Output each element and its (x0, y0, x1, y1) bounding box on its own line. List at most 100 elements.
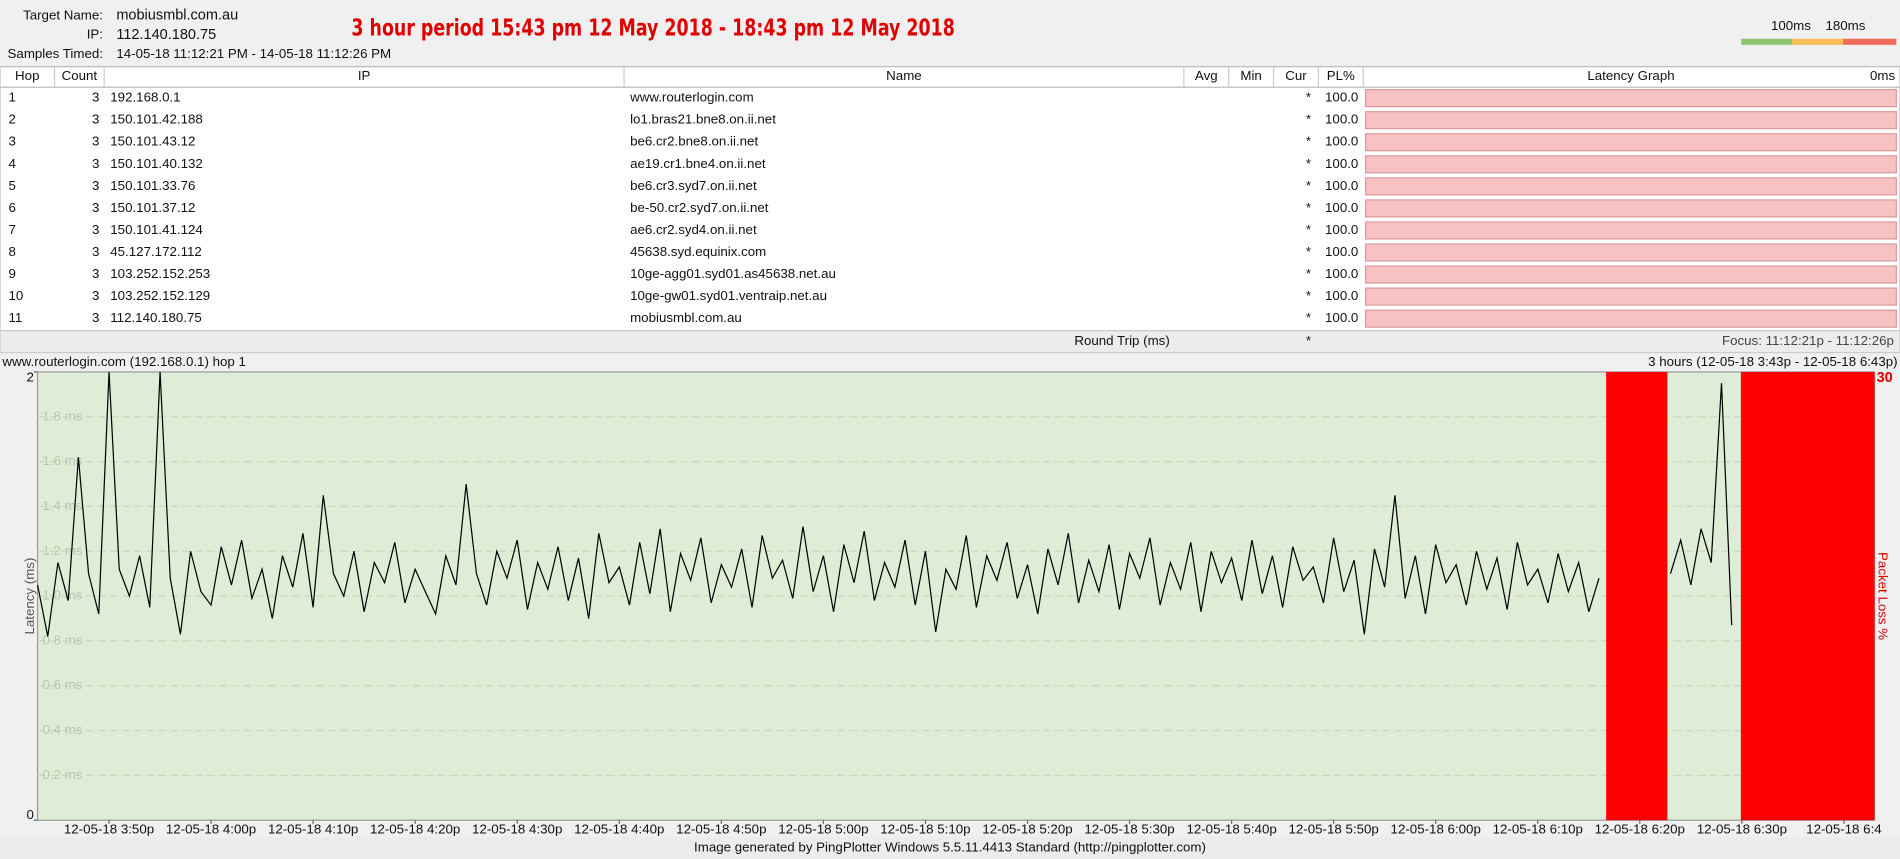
pl: 100.0 (1325, 288, 1358, 303)
count: 3 (92, 266, 99, 281)
name: ae19.cr1.bne4.on.ii.net (630, 156, 766, 171)
pl: 100.0 (1325, 112, 1358, 127)
cur: * (1306, 244, 1311, 259)
cur: * (1306, 90, 1311, 105)
footer-label: Round Trip (ms) (1074, 333, 1169, 348)
latency-bar (1365, 111, 1897, 130)
x-tick-label: 12-05-18 6:20p (1595, 821, 1685, 836)
pl: 100.0 (1325, 156, 1358, 171)
value: 112.140.180.75 (116, 27, 216, 43)
column-header: Hop (15, 68, 39, 83)
ip: 103.252.152.253 (110, 266, 210, 281)
y-tick-label: 1.8 ms (42, 408, 82, 423)
cur: * (1306, 222, 1311, 237)
name: lo1.bras21.bne8.on.ii.net (630, 112, 776, 127)
count: 3 (92, 244, 99, 259)
y-tick-label: 1.0 ms (42, 588, 82, 603)
pl: 100.0 (1325, 310, 1358, 325)
chart-subtitle: 3 hours (12-05-18 3:43p - 12-05-18 6:43p… (1648, 354, 1897, 369)
pl: 100.0 (1325, 134, 1358, 149)
latency-bar (1365, 265, 1897, 284)
value: 14-05-18 11:12:21 PM - 14-05-18 11:12:26… (116, 46, 391, 61)
name: be6.cr3.syd7.on.ii.net (630, 178, 757, 193)
banner: 3 hour period 15:43 pm 12 May 2018 - 18:… (351, 16, 954, 42)
latency-bar (1365, 199, 1897, 218)
latency-bar (1365, 221, 1897, 240)
cur: * (1306, 266, 1311, 281)
name: ae6.cr2.syd4.on.ii.net (630, 222, 757, 237)
count: 3 (92, 200, 99, 215)
ip: 150.101.42.188 (110, 112, 203, 127)
pl: 100.0 (1325, 200, 1358, 215)
column-header: IP (358, 68, 371, 83)
cur: * (1306, 112, 1311, 127)
pl: 100.0 (1325, 266, 1358, 281)
hop: 9 (8, 266, 15, 281)
label: Samples Timed: (8, 46, 103, 61)
hop: 3 (8, 134, 15, 149)
y2-axis-label: Packet Loss % (1875, 552, 1890, 640)
hop: 5 (8, 178, 15, 193)
ip: 150.101.40.132 (110, 156, 203, 171)
latency-bar (1365, 309, 1897, 328)
hop: 10 (8, 288, 23, 303)
y-tick-label: 0.6 ms (42, 677, 82, 692)
latency-bar (1365, 133, 1897, 152)
x-tick-label: 12-05-18 6:30p (1697, 821, 1787, 836)
column-header: Count (62, 68, 98, 83)
y-tick-label: 1.2 ms (42, 543, 82, 558)
column-header: Cur (1285, 68, 1307, 83)
x-tick-label: 12-05-18 4:20p (370, 821, 460, 836)
hop: 1 (8, 90, 15, 105)
y-tick-label: 1.4 ms (42, 498, 82, 513)
focus: Focus: 11:12:21p - 11:12:26p (1722, 333, 1894, 348)
y-tick-label: 2 (27, 370, 34, 385)
legend-swatch (1792, 38, 1844, 45)
count: 3 (92, 310, 99, 325)
hop: 7 (8, 222, 15, 237)
legend-label: 180ms (1825, 18, 1865, 33)
cur: * (1306, 310, 1311, 325)
latency-bar (1365, 287, 1897, 306)
y-tick-label: 0.2 ms (42, 767, 82, 782)
x-tick-label: 12-05-18 6:00p (1391, 821, 1481, 836)
hop: 2 (8, 112, 15, 127)
label: Target Name: (23, 7, 103, 22)
legend-label: 100ms (1771, 18, 1811, 33)
latency-bar (1365, 177, 1897, 196)
column-header: Latency Graph (1587, 68, 1674, 83)
hop: 8 (8, 244, 15, 259)
x-tick-label: 12-05-18 5:50p (1289, 821, 1379, 836)
cur: * (1306, 156, 1311, 171)
count: 3 (92, 134, 99, 149)
x-tick-label: 12-05-18 4:40p (574, 821, 664, 836)
cur: * (1306, 200, 1311, 215)
cur: * (1306, 288, 1311, 303)
cur: * (1306, 134, 1311, 149)
y2-tick-label: 30 (1877, 370, 1893, 386)
x-tick-label: 12-05-18 4:10p (268, 821, 358, 836)
chart-title: www.routerlogin.com (192.168.0.1) hop 1 (1, 354, 245, 369)
ip: 112.140.180.75 (110, 310, 202, 325)
status-text: Image generated by PingPlotter Windows 5… (694, 840, 1206, 855)
latency-bar (1365, 89, 1897, 108)
name: 10ge-agg01.syd01.as45638.net.au (630, 266, 836, 281)
name: 10ge-gw01.syd01.ventraip.net.au (630, 288, 827, 303)
ip: 150.101.33.76 (110, 178, 195, 193)
y-tick-label: 0 (27, 807, 34, 822)
count: 3 (92, 222, 99, 237)
count: 3 (92, 112, 99, 127)
hop: 6 (8, 200, 15, 215)
x-tick-label: 12-05-18 3:50p (64, 821, 154, 836)
x-tick-label: 12-05-18 4:30p (472, 821, 562, 836)
column-header: Min (1240, 68, 1261, 83)
ip: 192.168.0.1 (110, 90, 180, 105)
name: be6.cr2.bne8.on.ii.net (630, 134, 758, 149)
table-footer (0, 330, 1900, 354)
label: IP: (87, 27, 103, 42)
count: 3 (92, 288, 99, 303)
legend-swatch (1843, 38, 1897, 45)
latency-bar (1365, 243, 1897, 262)
